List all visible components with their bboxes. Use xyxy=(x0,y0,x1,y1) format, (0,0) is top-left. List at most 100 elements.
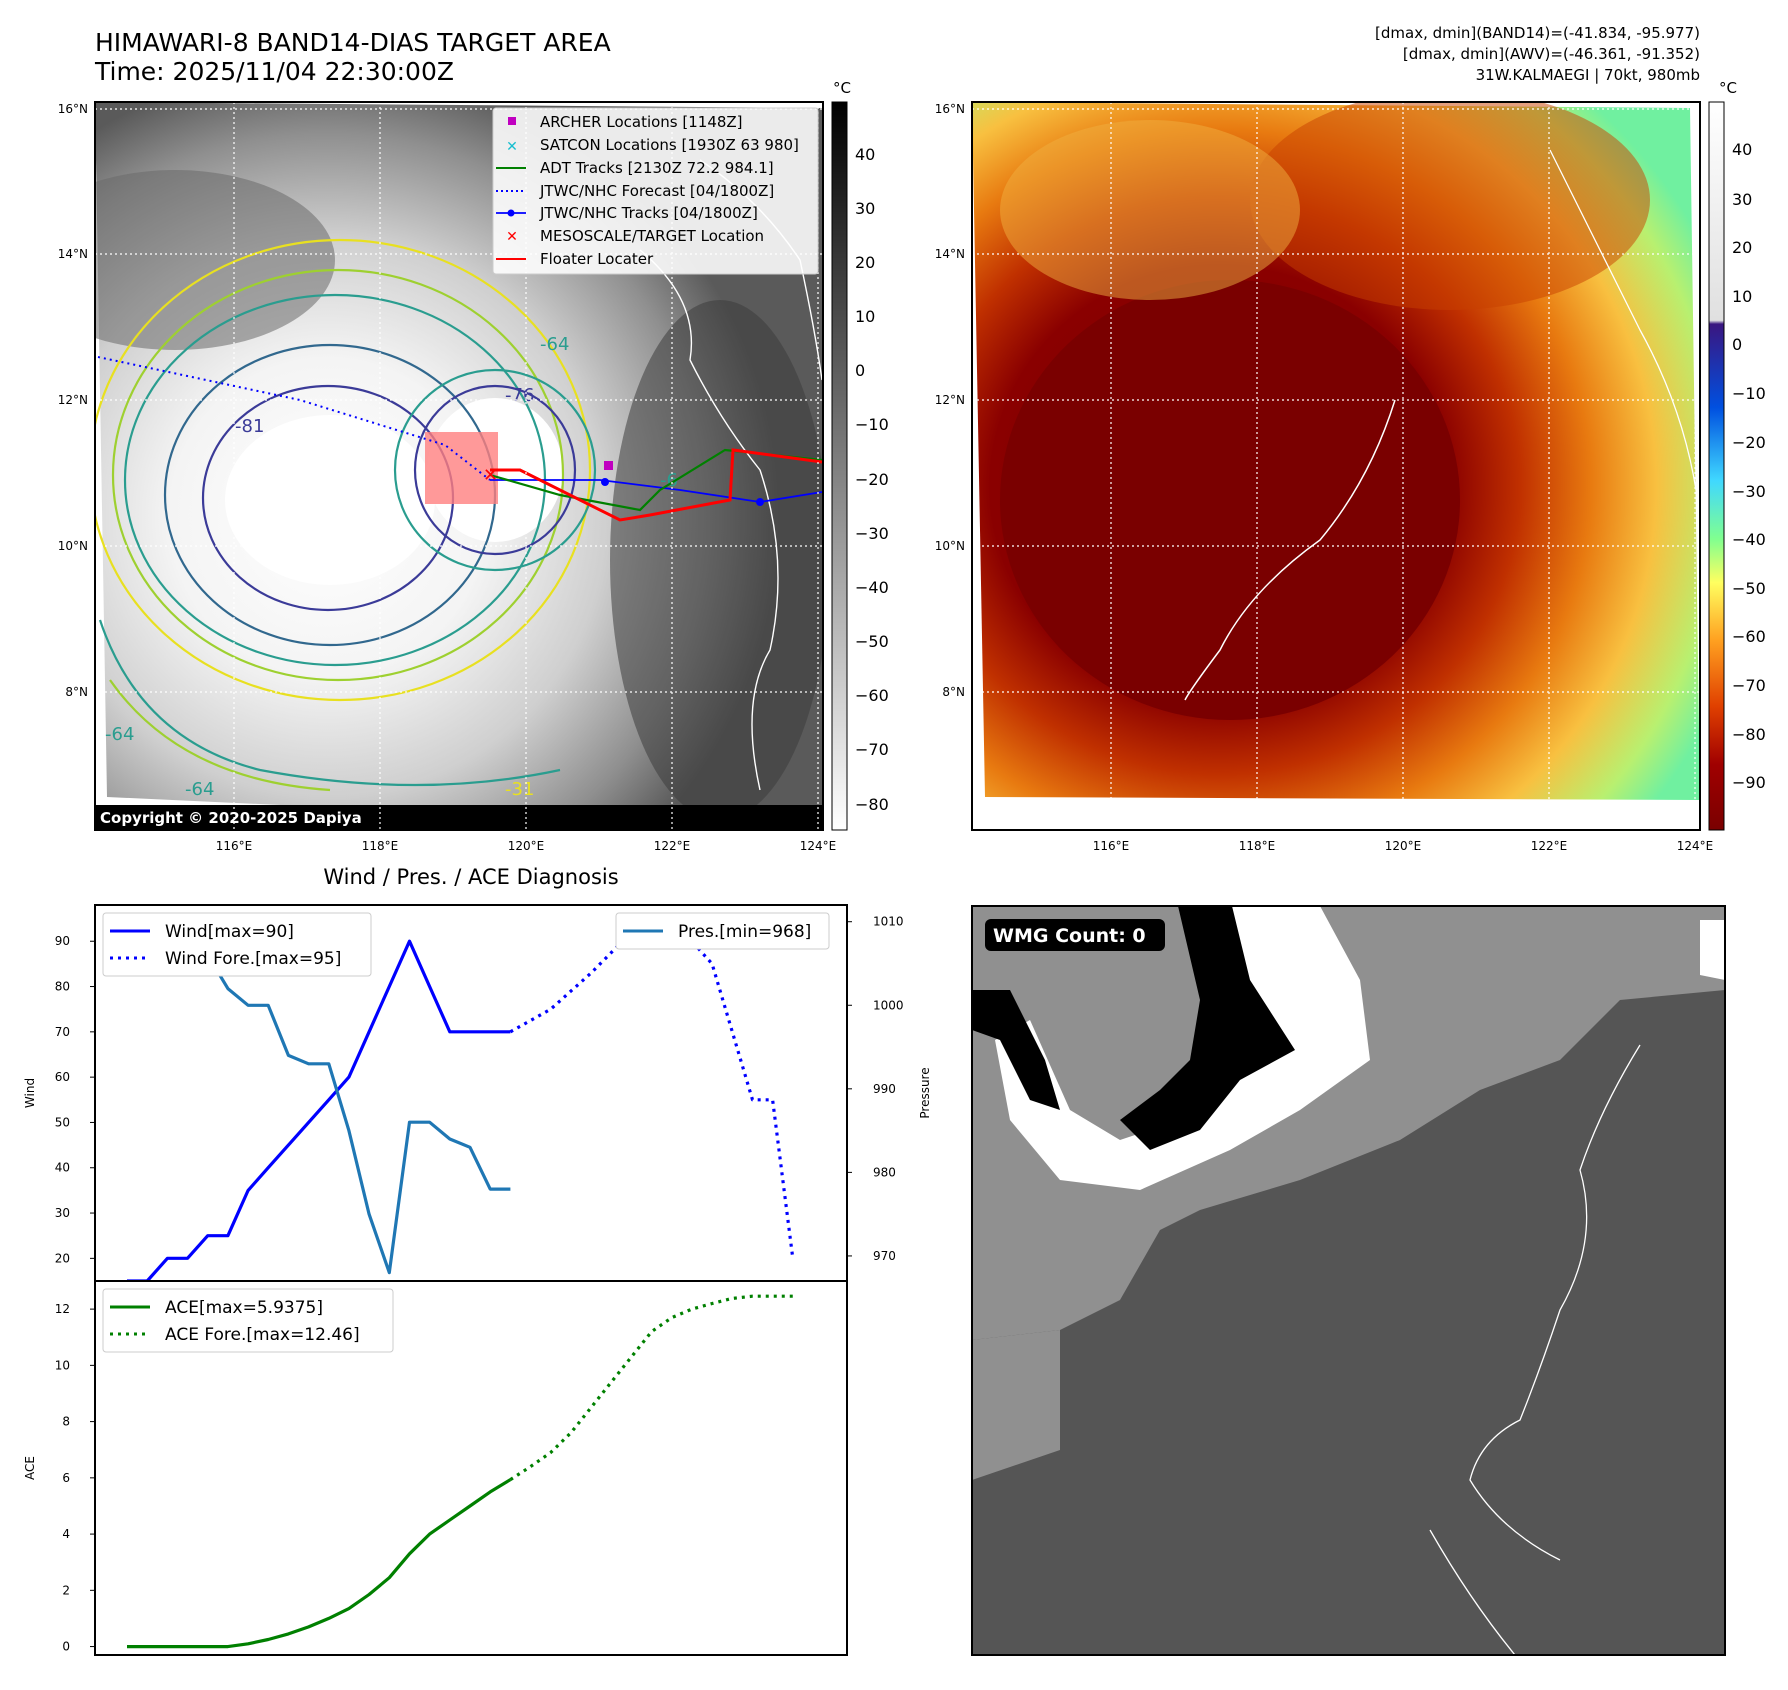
svg-text:40: 40 xyxy=(855,145,875,164)
svg-text:122°E: 122°E xyxy=(1531,839,1568,853)
ace-tick-label: 4 xyxy=(62,1527,70,1541)
svg-text:118°E: 118°E xyxy=(1239,839,1276,853)
jtwc-forecast-track xyxy=(97,356,491,481)
figure-title: HIMAWARI-8 BAND14-DIAS TARGET AREA xyxy=(95,28,611,57)
svg-text:10: 10 xyxy=(855,307,875,326)
wind-tick-label: 30 xyxy=(55,1206,70,1220)
figure-time: Time: 2025/11/04 22:30:00Z xyxy=(94,57,454,86)
svg-text:14°N: 14°N xyxy=(58,247,88,261)
awv-panel: 16°N 14°N 12°N 10°N 8°N 116°E 118°E 120°… xyxy=(935,79,1766,853)
svg-text:30: 30 xyxy=(1732,190,1752,209)
legend-label: JTWC/NHC Forecast [04/1800Z] xyxy=(539,182,774,200)
legend-label: Pres.[min=968] xyxy=(678,922,811,942)
target-box xyxy=(425,432,498,504)
svg-text:16°N: 16°N xyxy=(935,102,965,116)
svg-text:12°N: 12°N xyxy=(58,393,88,407)
legend-label: Wind[max=90] xyxy=(165,922,294,942)
wind-tick-label: 70 xyxy=(55,1025,70,1039)
series-line-0 xyxy=(127,939,511,1283)
archer-marker xyxy=(604,461,613,470)
svg-text:122°E: 122°E xyxy=(654,839,691,853)
ace-tick-label: 8 xyxy=(62,1415,70,1429)
ir-colorbar-unit: °C xyxy=(833,79,851,97)
svg-text:118°E: 118°E xyxy=(362,839,399,853)
contour-label: -64 xyxy=(185,779,214,800)
svg-text:0: 0 xyxy=(855,361,865,380)
target-icon: ✕ xyxy=(506,229,518,245)
ace-tick-label: 10 xyxy=(55,1358,70,1372)
awv-lat-ticks: 16°N 14°N 12°N 10°N 8°N xyxy=(935,102,965,699)
svg-text:16°N: 16°N xyxy=(58,102,88,116)
wind-ylabel: Wind xyxy=(23,1078,37,1108)
info-awv: [dmax, dmin](AWV)=(-46.361, -91.352) xyxy=(1403,45,1700,63)
svg-text:120°E: 120°E xyxy=(1385,839,1422,853)
ir-colorbar: °C 40 30 20 10 0 −10 −20 −30 −40 −50 −60… xyxy=(831,79,889,831)
svg-text:−80: −80 xyxy=(1732,725,1766,744)
contour-label: -76 xyxy=(505,385,534,406)
wmg-coastline xyxy=(1469,1044,1641,1561)
wmg-white-area xyxy=(995,906,1370,1190)
legend-label: ARCHER Locations [1148Z] xyxy=(540,113,743,131)
wmg-gray-area xyxy=(972,906,1725,1340)
awv-colorbar: °C 40 30 20 10 0 −10 −20 −30 −40 −50 −60… xyxy=(1708,79,1766,831)
legend-label: ADT Tracks [2130Z 72.2 984.1] xyxy=(540,159,774,177)
legend-label: MESOSCALE/TARGET Location xyxy=(540,227,764,245)
svg-text:−10: −10 xyxy=(1732,384,1766,403)
jtwc-track xyxy=(490,479,823,503)
svg-text:116°E: 116°E xyxy=(216,839,253,853)
svg-text:−50: −50 xyxy=(855,632,889,651)
ace-series-line-0 xyxy=(127,1478,512,1649)
pressure-tick-label: 970 xyxy=(873,1249,896,1263)
svg-text:20: 20 xyxy=(855,253,875,272)
target-marker: ✕ xyxy=(483,465,498,486)
pressure-ylabel: Pressure xyxy=(918,1067,932,1118)
svg-text:−70: −70 xyxy=(1732,676,1766,695)
awv-lon-ticks: 116°E 118°E 120°E 122°E 124°E xyxy=(1093,839,1714,853)
archer-icon xyxy=(508,117,516,125)
wind-tick-label: 60 xyxy=(55,1070,70,1084)
ir-lat-ticks: 16°N 14°N 12°N 10°N 8°N xyxy=(58,102,88,699)
pressure-tick-label: 1000 xyxy=(873,998,904,1012)
ace-tick-label: 6 xyxy=(62,1471,70,1485)
diagnosis-title: Wind / Pres. / ACE Diagnosis xyxy=(323,865,618,889)
contour-label: -64 xyxy=(105,724,134,745)
svg-text:−60: −60 xyxy=(855,686,889,705)
ir-legend: ✕ ✕ ARCHER Locations [1148Z] SATCON Loca… xyxy=(492,107,819,275)
wind-tick-label: 20 xyxy=(55,1251,70,1265)
wind-tick-label: 90 xyxy=(55,934,70,948)
wind-legend: Wind[max=90] Wind Fore.[max=95] xyxy=(102,912,372,977)
legend-label: Floater Locater xyxy=(540,250,654,268)
svg-text:−20: −20 xyxy=(855,470,889,489)
svg-text:20: 20 xyxy=(1732,238,1752,257)
svg-text:−60: −60 xyxy=(1732,627,1766,646)
legend-label: JTWC/NHC Tracks [04/1800Z] xyxy=(539,204,758,222)
pres-legend: Pres.[min=968] xyxy=(615,912,830,950)
svg-text:0: 0 xyxy=(1732,335,1742,354)
ace-tick-label: 0 xyxy=(62,1640,70,1654)
wmg-panel: WMG Count: 0 xyxy=(971,905,1726,1656)
pressure-tick-label: 1010 xyxy=(873,915,904,929)
info-band14: [dmax, dmin](BAND14)=(-41.834, -95.977) xyxy=(1375,24,1700,42)
awv-colorbar-unit: °C xyxy=(1719,79,1737,97)
svg-text:−50: −50 xyxy=(1732,579,1766,598)
pressure-tick-label: 980 xyxy=(873,1165,896,1179)
svg-text:124°E: 124°E xyxy=(1677,839,1714,853)
contour-label: -64 xyxy=(540,334,569,355)
ace-tick-label: 2 xyxy=(62,1583,70,1597)
ace-ylabel: ACE xyxy=(23,1456,37,1480)
ace-legend: ACE[max=5.9375] ACE Fore.[max=12.46] xyxy=(102,1288,394,1353)
info-storm: 31W.KALMAEGI | 70kt, 980mb xyxy=(1476,66,1700,84)
satcon-icon: ✕ xyxy=(506,139,518,155)
legend-label: ACE Fore.[max=12.46] xyxy=(165,1325,360,1345)
svg-text:−80: −80 xyxy=(855,795,889,814)
svg-text:−30: −30 xyxy=(855,524,889,543)
svg-text:−70: −70 xyxy=(855,740,889,759)
svg-text:−10: −10 xyxy=(855,415,889,434)
copyright: Copyright © 2020-2025 Dapiya xyxy=(100,809,362,827)
svg-text:116°E: 116°E xyxy=(1093,839,1130,853)
ir-panel: -81 -76 -64 -64 -64 -31 -6 ✕ Copyright ©… xyxy=(58,79,889,853)
svg-text:30: 30 xyxy=(855,199,875,218)
legend-label: ACE[max=5.9375] xyxy=(165,1298,323,1318)
legend-label: SATCON Locations [1930Z 63 980] xyxy=(540,136,799,154)
